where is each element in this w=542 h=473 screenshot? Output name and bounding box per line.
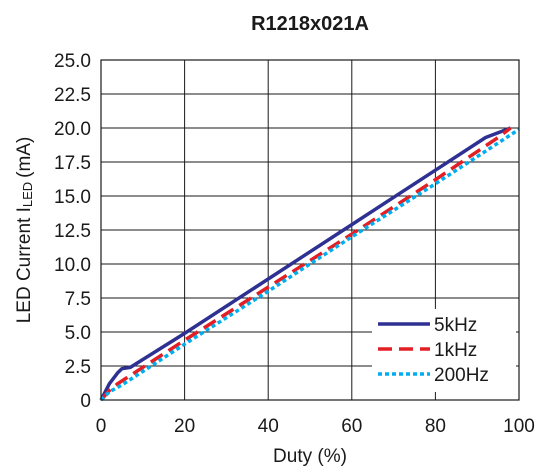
x-axis-ticks: 0 20 40 60 80 100 — [96, 416, 535, 437]
y-tick-label: 25.0 — [54, 51, 91, 72]
legend-label-200hz: 200Hz — [434, 365, 489, 386]
series-line-5khz — [99, 126, 512, 401]
y-axis-title: LED Current ILED (mA) — [14, 137, 35, 324]
legend: 5kHz 1kHz 200Hz — [372, 309, 516, 392]
y-tick-label: 20.0 — [54, 119, 91, 140]
x-tick-label: 100 — [503, 416, 535, 437]
x-tick-label: 20 — [174, 416, 195, 437]
plot-area-frame — [100, 59, 520, 401]
x-tick-label: 0 — [96, 416, 107, 437]
chart-title: R1218x021A — [251, 13, 369, 35]
y-tick-label: 15.0 — [54, 187, 91, 208]
y-tick-label: 5.0 — [65, 323, 91, 344]
x-axis-title: Duty (%) — [273, 446, 347, 467]
y-tick-label: 17.5 — [54, 153, 91, 174]
y-tick-label: 2.5 — [65, 357, 91, 378]
y-tick-label: 12.5 — [54, 221, 91, 242]
x-tick-label: 60 — [341, 416, 362, 437]
y-tick-label: 0 — [80, 391, 91, 412]
y-axis-title-main: LED Current I — [14, 207, 35, 323]
series-lines — [99, 126, 520, 402]
y-tick-label: 22.5 — [54, 85, 91, 106]
y-axis-ticks: 0 2.5 5.0 7.5 10.0 12.5 15.0 17.5 20.0 22.5 25.0 — [54, 51, 91, 412]
y-axis-title-subscript: LED — [20, 182, 35, 207]
y-tick-label: 10.0 — [54, 255, 91, 276]
y-axis-title-unit: (mA) — [14, 137, 35, 178]
series-line-200hz — [99, 127, 520, 402]
x-tick-label: 40 — [258, 416, 279, 437]
y-tick-label: 7.5 — [65, 289, 91, 310]
legend-label-5khz: 5kHz — [434, 315, 477, 336]
x-tick-label: 80 — [425, 416, 446, 437]
legend-label-1khz: 1kHz — [434, 340, 477, 361]
series-line-1khz — [99, 126, 512, 402]
gridlines — [101, 60, 519, 400]
